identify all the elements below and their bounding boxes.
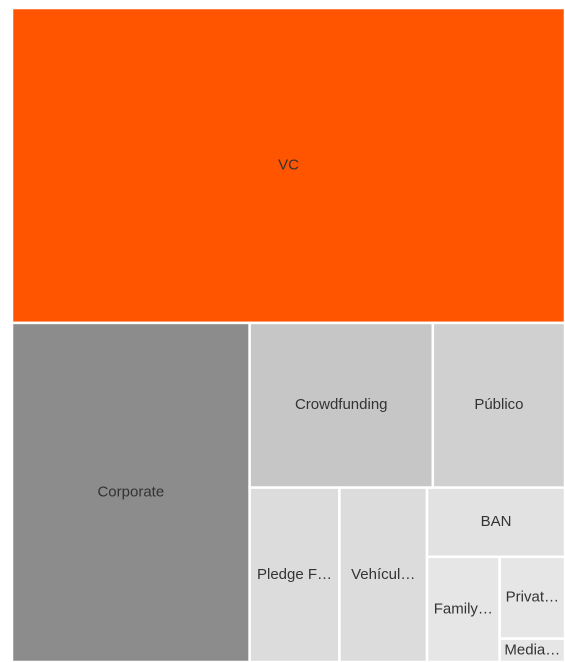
- treemap-cell: [248, 321, 435, 489]
- cell-label: Pledge F…: [257, 566, 332, 583]
- cell-label: Crowdfunding: [295, 396, 388, 413]
- cell-label: Privat…: [506, 589, 559, 606]
- cell-label: Público: [474, 396, 523, 413]
- cell-label: Family…: [434, 600, 493, 617]
- cell-label: BAN: [481, 513, 512, 530]
- cell-label: VC: [278, 156, 299, 173]
- cell-label: Vehícul…: [351, 566, 415, 583]
- treemap-cell: [10, 321, 251, 662]
- cell-label: Media…: [504, 641, 560, 658]
- treemap-cell: [10, 6, 565, 325]
- cell-label: Corporate: [97, 483, 164, 500]
